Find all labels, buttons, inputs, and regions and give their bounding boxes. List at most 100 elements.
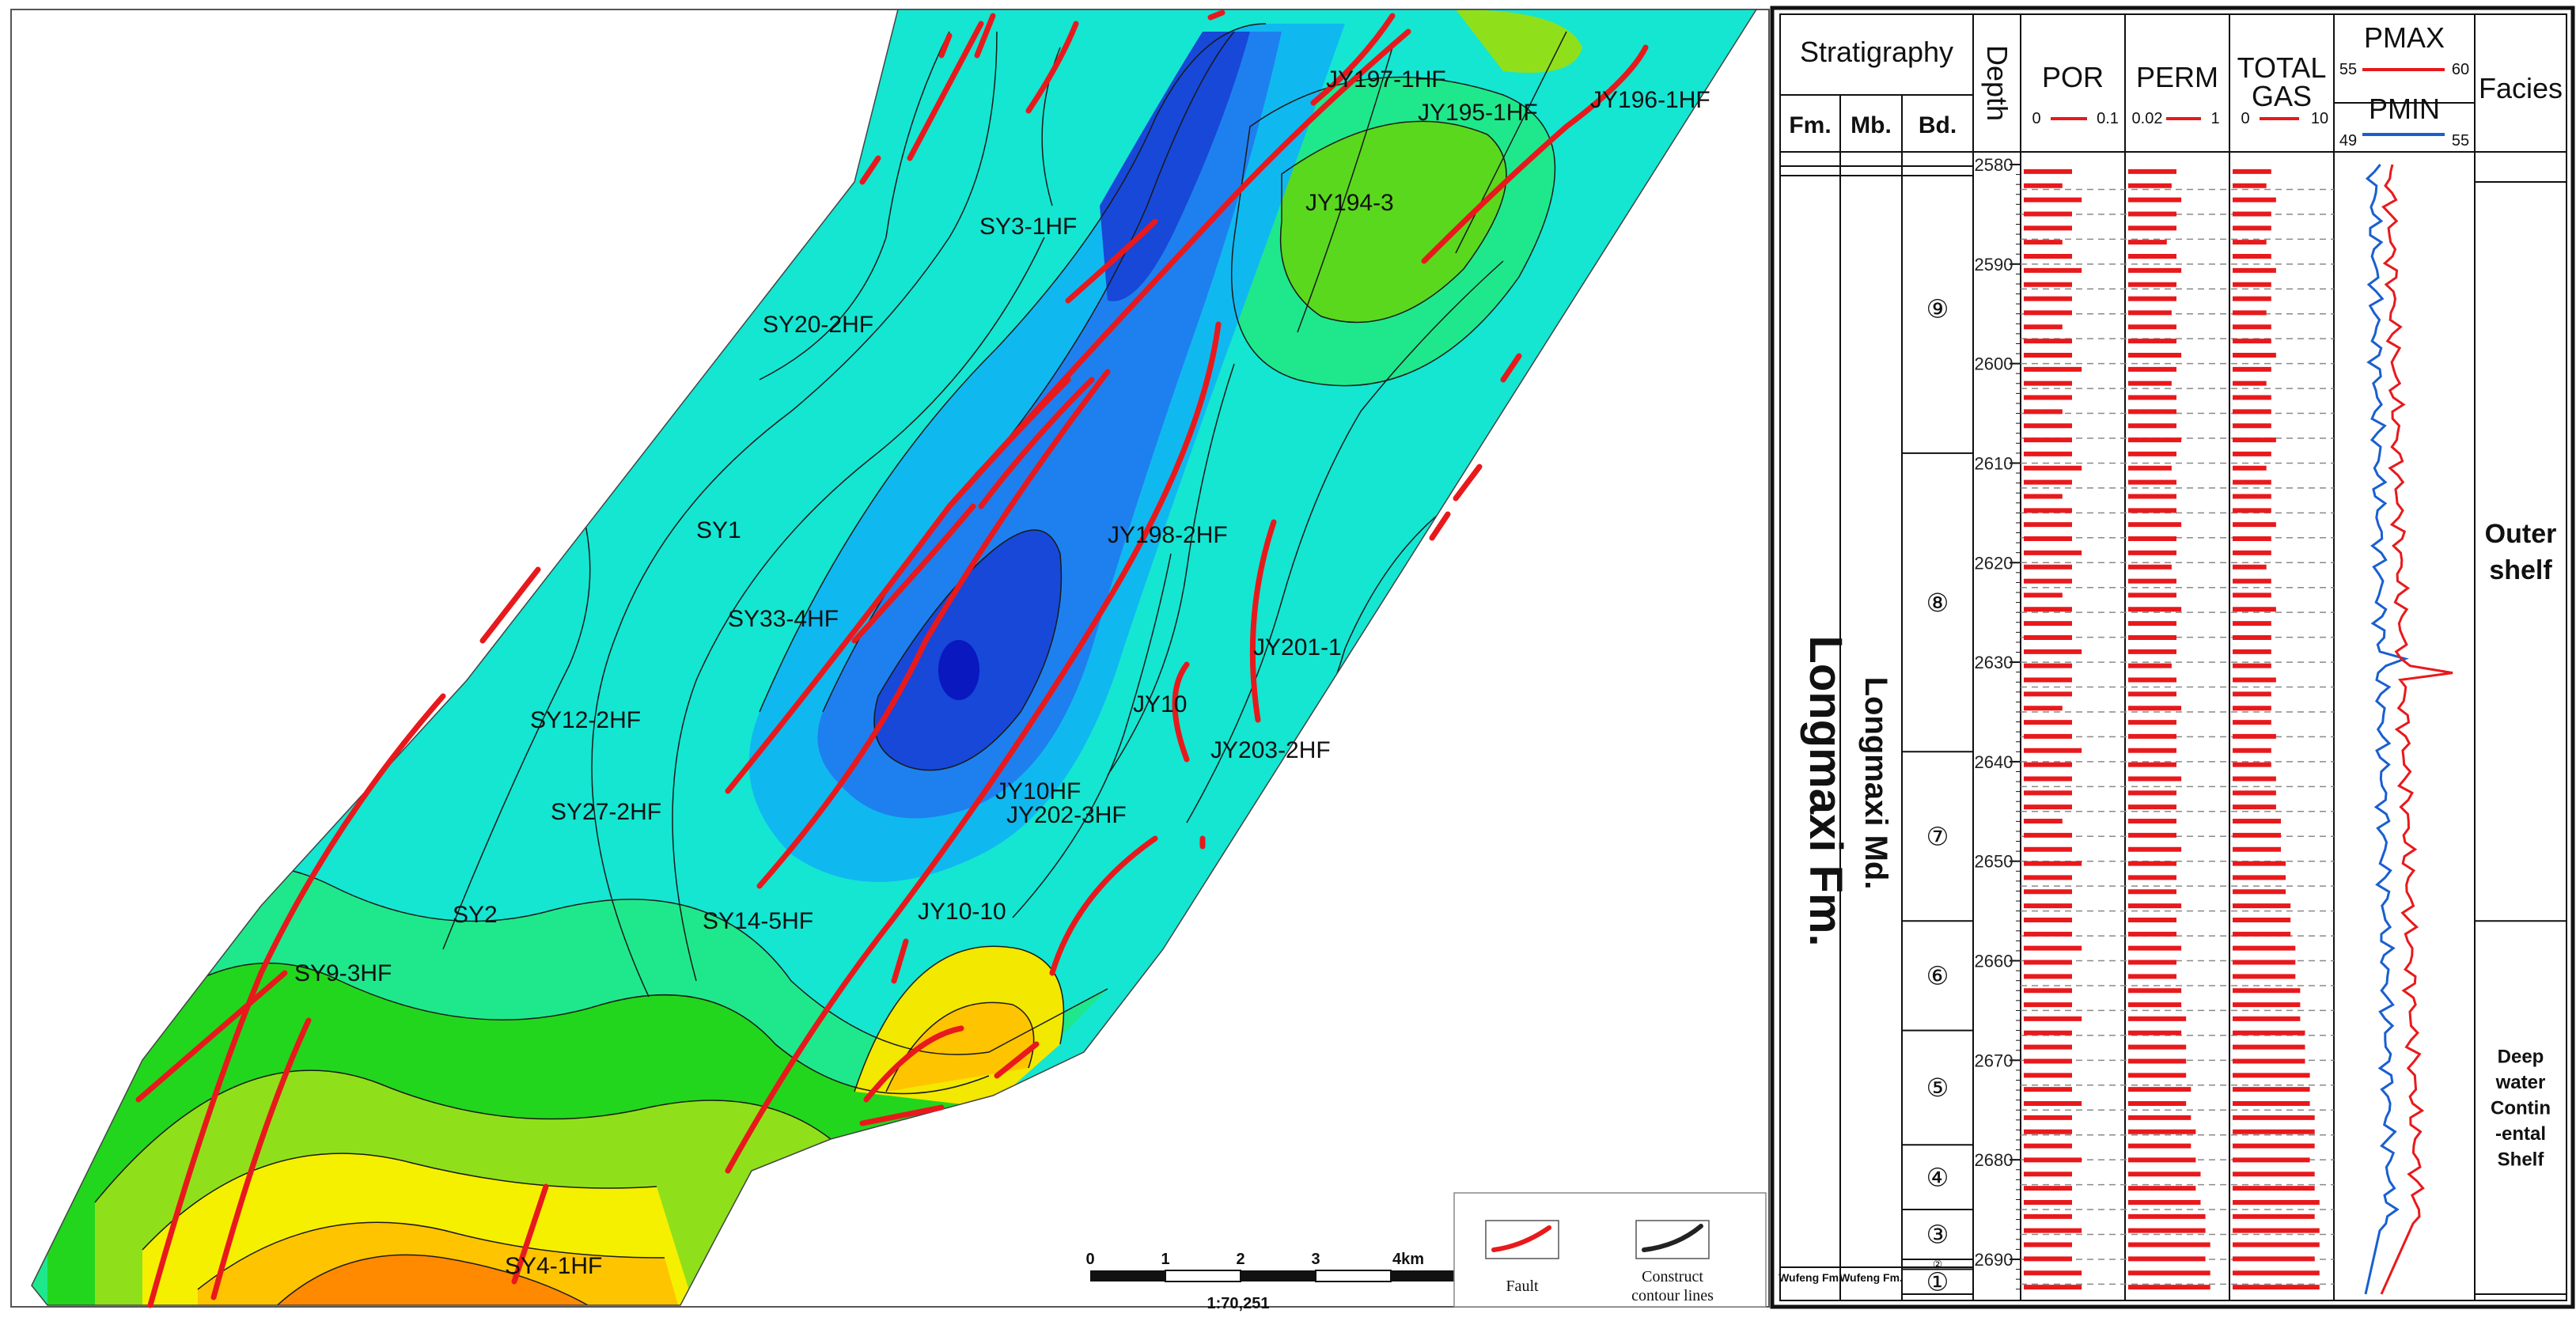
scale-tick-3: 3 bbox=[1311, 1251, 1320, 1268]
depth-tick-label: 2580 bbox=[1975, 155, 2013, 175]
well-label: SY9-3HF bbox=[294, 960, 392, 986]
fault bbox=[1065, 218, 1158, 304]
fault bbox=[1310, 13, 1396, 106]
fault bbox=[859, 1104, 945, 1126]
bed-label: ⑦ bbox=[1926, 822, 1949, 850]
column-inner-frame bbox=[1779, 13, 2567, 1301]
depth-axis: 2580 2590 2600 2610 2620 2630 2640 2650 2660 2670… bbox=[1975, 155, 2021, 1290]
well-label: JY10HF bbox=[995, 778, 1081, 804]
facies-label: -ental bbox=[2495, 1123, 2546, 1145]
contour-map: JY197-1HF JY195-1HF JY196-1HF JY194-3 SY3-1H… bbox=[10, 9, 1770, 1312]
scale-ratio: 1:70,251 bbox=[1207, 1295, 1270, 1312]
gas-max: 10 bbox=[2311, 110, 2328, 127]
fault bbox=[1453, 464, 1483, 502]
fault bbox=[210, 1017, 312, 1300]
fault bbox=[978, 377, 1095, 509]
well-label: SY4-1HF bbox=[505, 1253, 602, 1279]
fill-green-ne-core bbox=[1280, 121, 1506, 323]
pmin-curve bbox=[2364, 164, 2409, 1295]
fault-lines bbox=[135, 9, 1649, 1308]
fault bbox=[479, 566, 541, 644]
fm-header: Fm. bbox=[1789, 112, 1831, 138]
wufeng-fm-label: Wufeng Fm. bbox=[1779, 1271, 1842, 1284]
scale-segment bbox=[1090, 1270, 1165, 1281]
fault bbox=[863, 1025, 964, 1103]
pmax-header: PMAX bbox=[2364, 21, 2445, 54]
perm-min: 0.02 bbox=[2132, 110, 2163, 127]
depth-tick-label: 2640 bbox=[1975, 752, 2013, 772]
column-grid bbox=[1780, 14, 2567, 1300]
pmax-curve bbox=[2380, 164, 2453, 1295]
legend-contour-label-1: Construct bbox=[1642, 1268, 1703, 1285]
bed-column: ⑨ ⑧ ⑦ ⑥ ⑤ ④ ③ ②① bbox=[1902, 295, 1973, 1296]
fault bbox=[907, 21, 984, 161]
fault bbox=[1207, 9, 1225, 21]
scale-tick-0: 0 bbox=[1085, 1251, 1094, 1268]
fault bbox=[974, 13, 996, 59]
facies-column: Outer shelf Deep water Contin -ental Shelf bbox=[2475, 519, 2567, 1295]
pmax-min: 55 bbox=[2339, 61, 2357, 78]
bed-label: ⑥ bbox=[1926, 962, 1949, 990]
por-min: 0 bbox=[2032, 110, 2040, 127]
fault bbox=[946, 377, 1071, 509]
scale-bar: 0 1 2 3 4km 1:70,251 bbox=[1085, 1251, 1466, 1312]
fault bbox=[851, 503, 976, 644]
mb-header: Mb. bbox=[1851, 112, 1892, 138]
bd-header: Bd. bbox=[1919, 112, 1957, 138]
scale-tick-4: 4km bbox=[1392, 1251, 1424, 1268]
legend-fault-icon bbox=[1491, 1225, 1551, 1252]
gas-header-2: GAS bbox=[2252, 80, 2312, 112]
depth-tick-label: 2660 bbox=[1975, 952, 2013, 971]
perm-header: PERM bbox=[2136, 61, 2218, 93]
por-max: 0.1 bbox=[2097, 110, 2119, 127]
scale-segment bbox=[1391, 1270, 1466, 1281]
well-label: SY14-5HF bbox=[703, 908, 813, 934]
fault bbox=[1429, 511, 1451, 541]
fill-blue-core bbox=[938, 640, 979, 700]
well-label: JY198-2HF bbox=[1108, 522, 1228, 548]
legend-contour-icon bbox=[1642, 1224, 1703, 1252]
fault bbox=[511, 1183, 549, 1285]
depth-tick-label: 2600 bbox=[1975, 354, 2013, 374]
depth-tick-label: 2650 bbox=[1975, 852, 2013, 872]
well-label: JY201-1 bbox=[1253, 634, 1342, 661]
fault bbox=[147, 693, 446, 1308]
well-label: JY203-2HF bbox=[1210, 737, 1331, 763]
fault bbox=[994, 1041, 1040, 1079]
facies-label: shelf bbox=[2489, 555, 2552, 585]
scale-segment bbox=[1241, 1270, 1316, 1281]
well-label: SY3-1HF bbox=[979, 214, 1077, 240]
bed-label: ③ bbox=[1926, 1221, 1949, 1249]
map-legend: Fault Construct contour lines bbox=[1453, 1192, 1767, 1308]
bed-label: ⑧ bbox=[1926, 589, 1949, 617]
fault bbox=[1025, 21, 1079, 114]
well-label: JY195-1HF bbox=[1418, 100, 1538, 126]
well-label: SY20-2HF bbox=[763, 312, 873, 338]
fault bbox=[1500, 353, 1522, 383]
fault bbox=[859, 155, 881, 185]
fill-ne-top bbox=[1456, 9, 1582, 73]
column-frame bbox=[1770, 6, 2575, 1309]
depth-tick-label: 2680 bbox=[1975, 1150, 2013, 1170]
facies-label: water bbox=[2495, 1072, 2546, 1093]
perm-track bbox=[2128, 168, 2210, 1290]
bed-label: ① bbox=[1926, 1267, 1949, 1296]
fault bbox=[1421, 44, 1649, 264]
facies-label: Deep bbox=[2498, 1047, 2544, 1068]
depth-tick-label: 2670 bbox=[1975, 1051, 2013, 1070]
bed-label: ⑨ bbox=[1926, 295, 1949, 324]
pressure-track bbox=[2364, 164, 2453, 1295]
scale-tick-1: 1 bbox=[1161, 1251, 1169, 1268]
well-label: JY197-1HF bbox=[1326, 66, 1446, 93]
well-label: JY10-10 bbox=[918, 899, 1006, 925]
fault bbox=[1249, 519, 1277, 723]
stratigraphic-column: Stratigraphy Fm. Mb. Bd. Depth POR 0 0.1… bbox=[1770, 6, 2575, 1309]
scale-segment bbox=[1315, 1270, 1392, 1282]
pmax-max: 60 bbox=[2452, 61, 2469, 78]
depth-tick-label: 2630 bbox=[1975, 653, 2013, 672]
por-track bbox=[2024, 168, 2082, 1290]
depth-tick-label: 2690 bbox=[1975, 1250, 2013, 1270]
fill-orange-east bbox=[886, 1002, 1034, 1092]
gas-track bbox=[2233, 168, 2320, 1290]
bed-label: ② bbox=[1933, 1258, 1943, 1270]
